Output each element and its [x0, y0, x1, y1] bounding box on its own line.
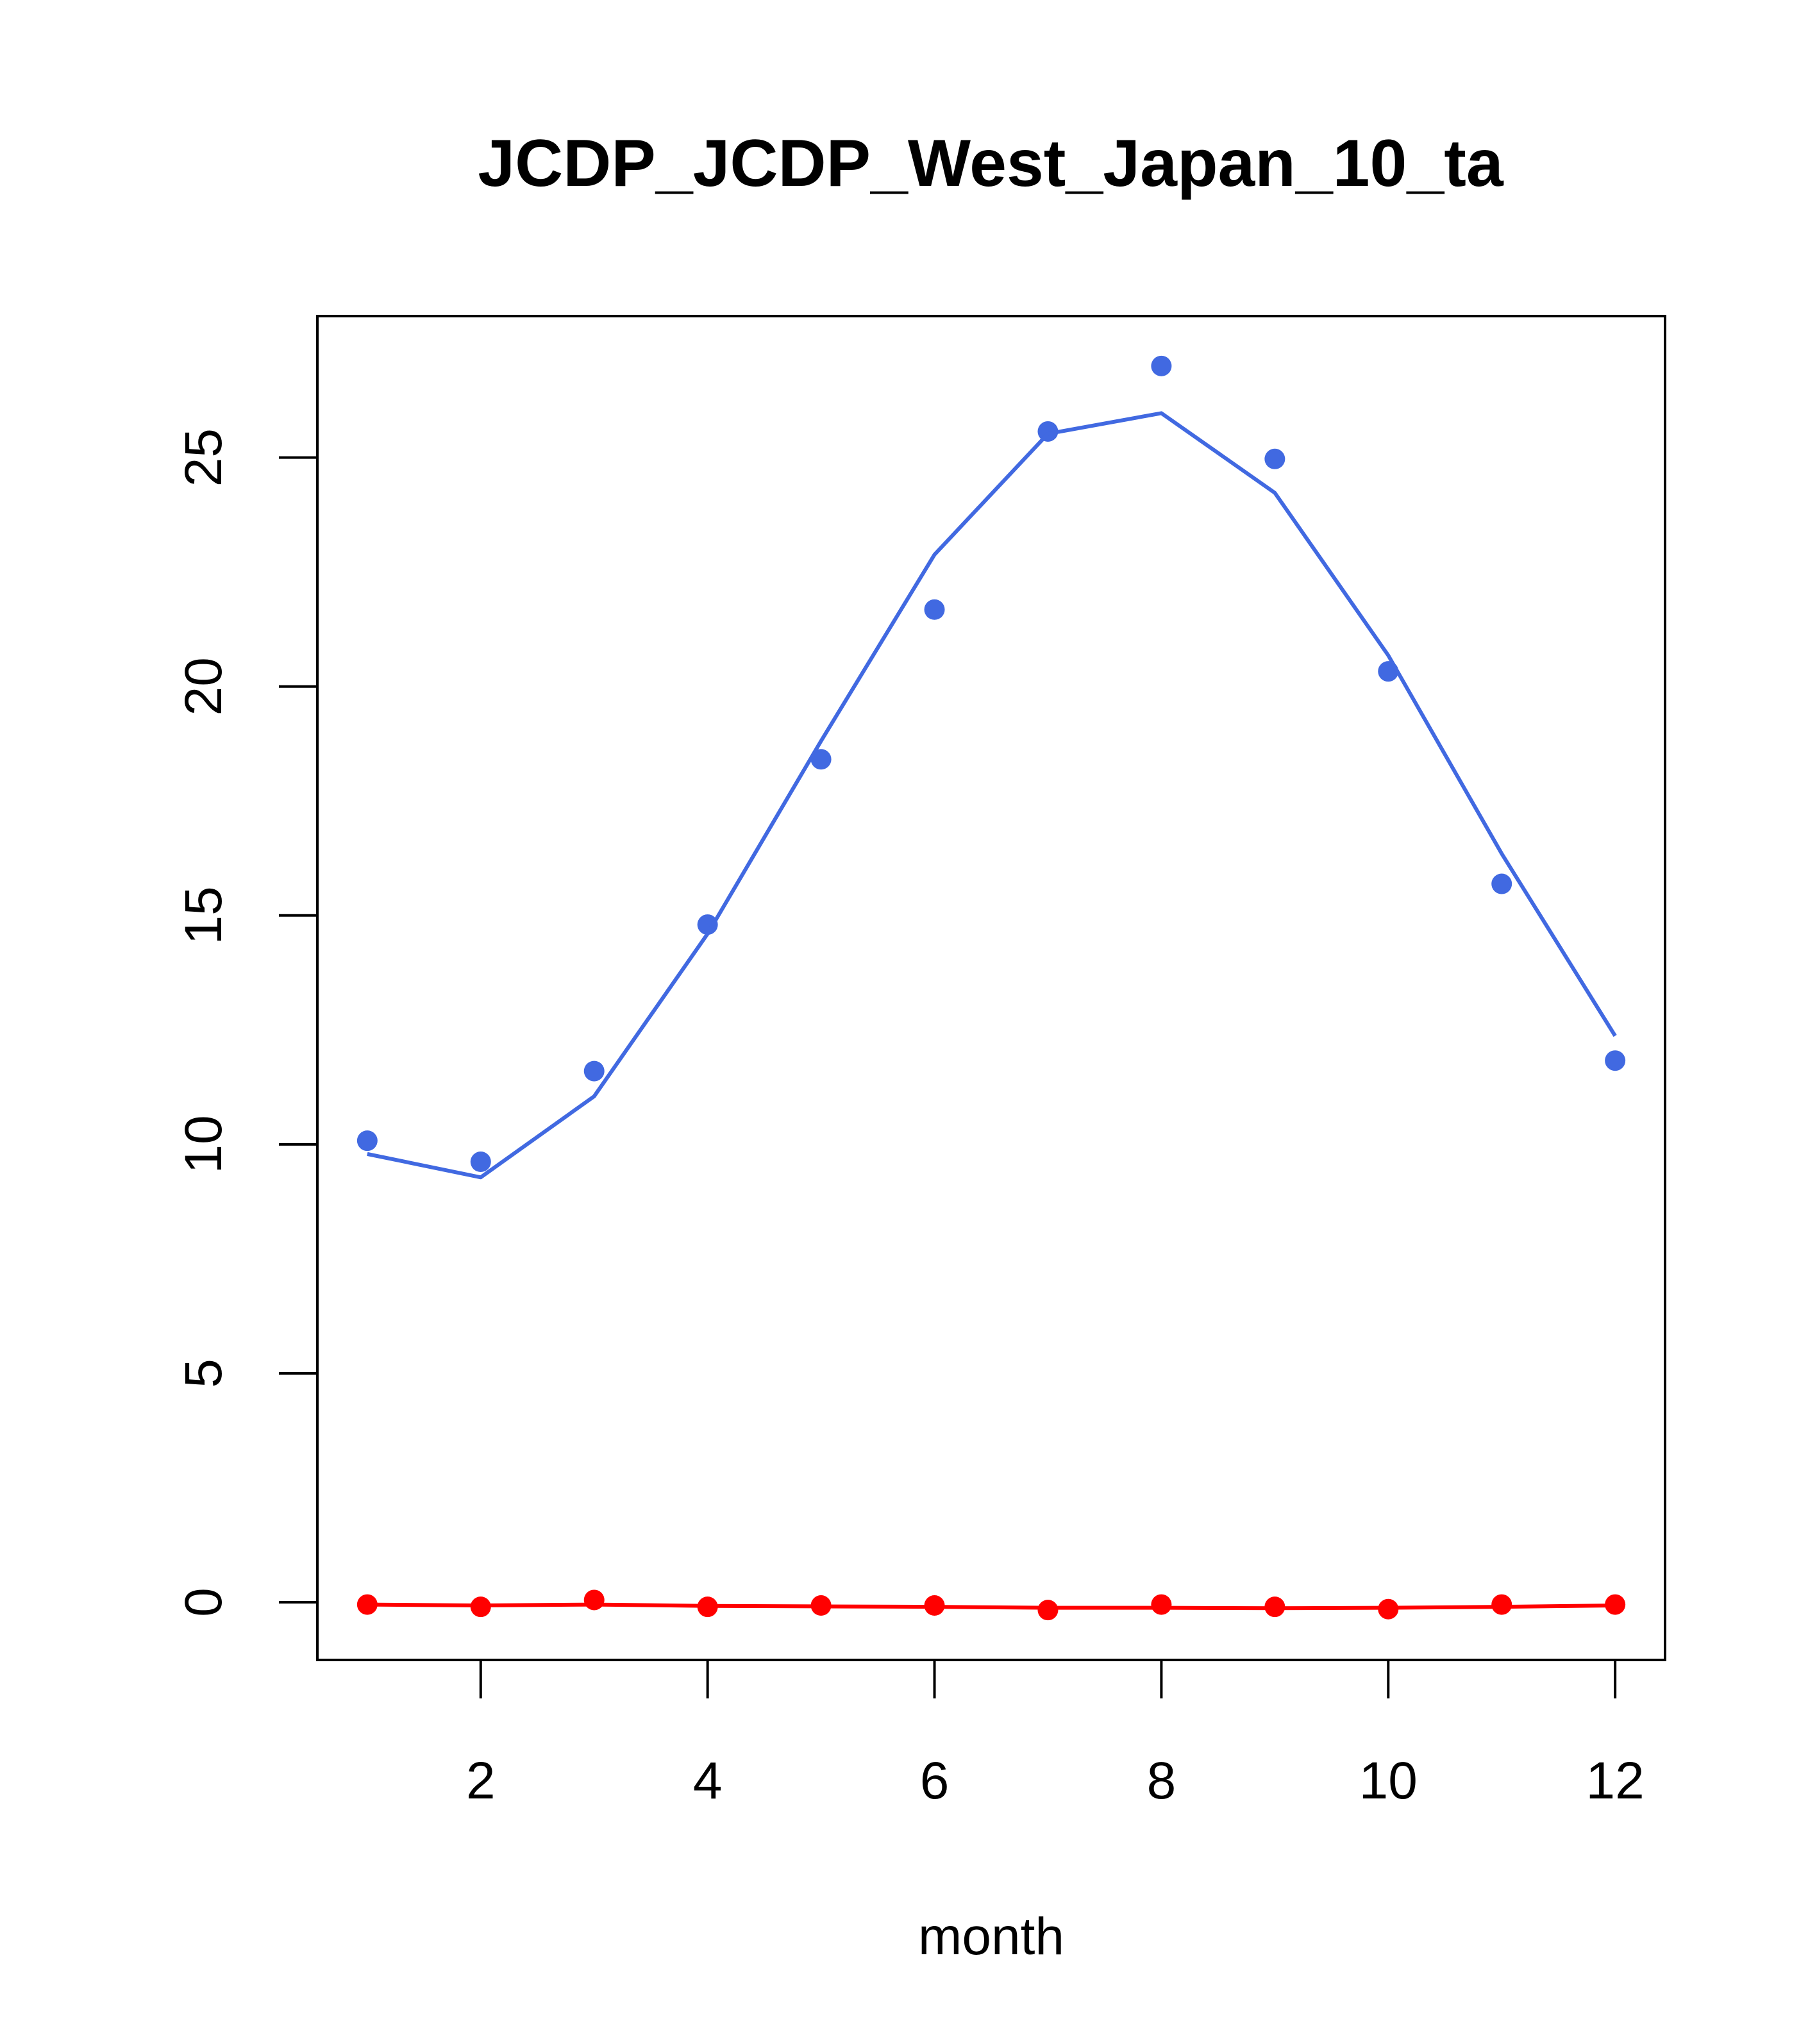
- x-axis: 2 4 6 8 10 12: [466, 1659, 1645, 1810]
- blue-points-point: [1491, 873, 1512, 894]
- x-axis-label: month: [918, 1907, 1064, 1966]
- red-points-point: [1605, 1594, 1626, 1615]
- y-tick-label: 15: [174, 886, 233, 944]
- blue-points-point: [1264, 448, 1285, 469]
- y-axis: 0 5 10 15 20 25: [174, 428, 319, 1617]
- x-tick-label: 6: [920, 1752, 950, 1810]
- red-line-series: [367, 1602, 1616, 1611]
- red-points-point: [583, 1589, 605, 1611]
- red-points-point: [1037, 1600, 1059, 1621]
- blue-points-point: [810, 749, 832, 770]
- y-tick-label: 0: [174, 1587, 233, 1617]
- blue-points-point: [697, 914, 718, 935]
- series-layer: [356, 355, 1626, 1621]
- y-tick-label: 20: [174, 657, 233, 716]
- plot-frame: [316, 315, 1666, 1661]
- blue-points-point: [356, 1130, 378, 1152]
- blue-points-point: [583, 1060, 605, 1082]
- blue-points-point: [470, 1152, 491, 1173]
- blue-points-point: [1605, 1050, 1626, 1071]
- red-points-point: [1151, 1594, 1172, 1615]
- chart-title: JCDP_JCDP_West_Japan_10_ta: [478, 126, 1504, 201]
- blue-points-point: [1151, 355, 1172, 376]
- y-tick-label: 25: [174, 428, 233, 487]
- x-tick-label: 10: [1359, 1752, 1418, 1810]
- x-tick-label: 2: [466, 1752, 496, 1810]
- y-tick-label: 10: [174, 1115, 233, 1173]
- y-tick-label: 5: [174, 1359, 233, 1388]
- x-tick-label: 12: [1586, 1752, 1645, 1810]
- red-points-point: [1491, 1594, 1512, 1615]
- blue-line-series: [367, 411, 1617, 1180]
- blue-points-point: [924, 599, 945, 620]
- x-tick-label: 8: [1147, 1752, 1176, 1810]
- x-tick-label: 4: [693, 1752, 723, 1810]
